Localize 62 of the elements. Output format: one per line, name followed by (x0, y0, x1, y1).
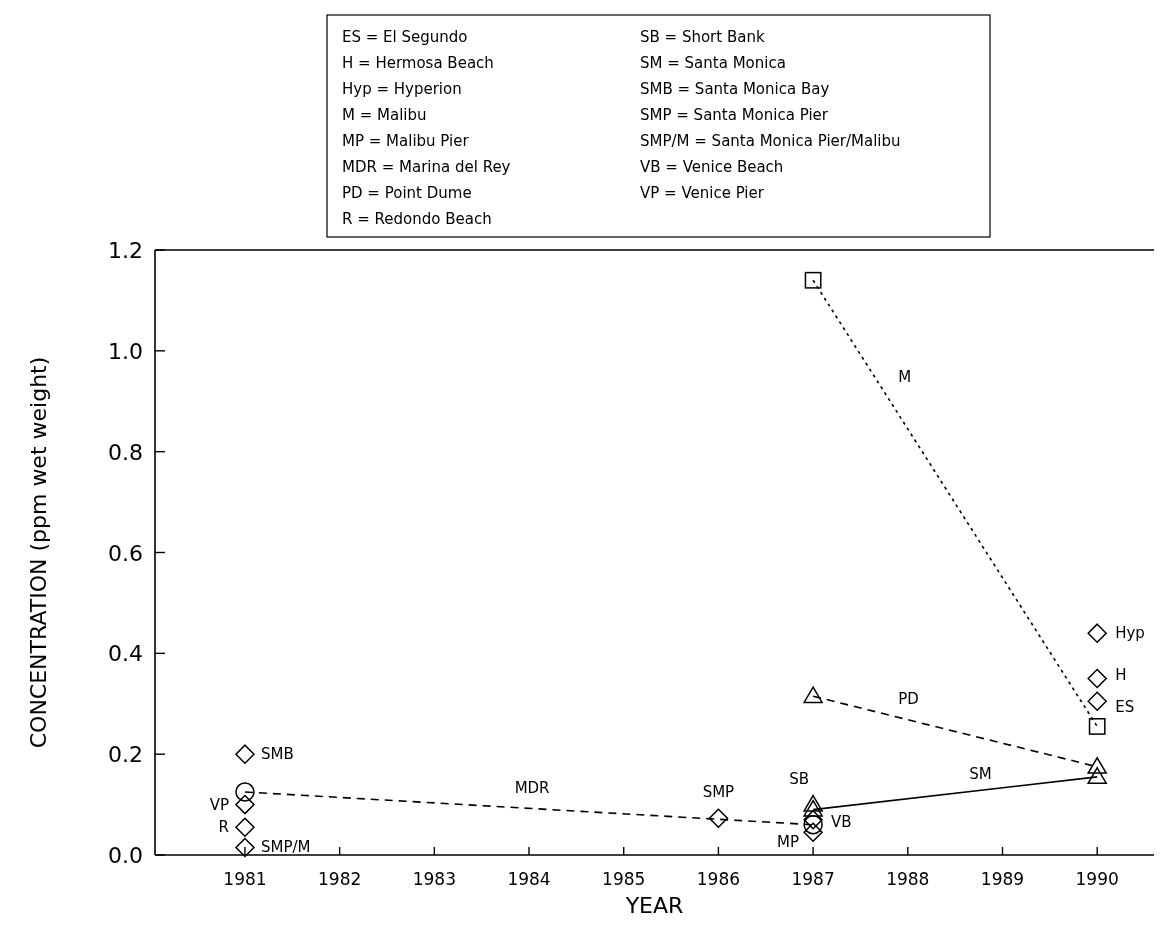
text: SMP/M = Santa Monica Pier/Malibu (640, 132, 901, 150)
series-label: M (898, 367, 912, 386)
series-label: MDR (514, 778, 550, 797)
y-tick-label: 0.6 (108, 540, 143, 566)
point (235, 837, 255, 858)
series-label: MP (777, 833, 800, 852)
text: VB = Venice Beach (640, 158, 784, 176)
point (1087, 668, 1107, 689)
text: SMB = Santa Monica Bay (640, 80, 830, 98)
point (235, 782, 255, 802)
series-label: PD (898, 689, 919, 708)
y-tick-label: 0.8 (108, 439, 143, 465)
series-label: H (1115, 665, 1127, 684)
point (803, 815, 823, 835)
text: Hyp = Hyperion (342, 80, 462, 98)
series-label: SM (969, 765, 992, 784)
point (235, 817, 255, 838)
x-tick-label: 1984 (507, 869, 551, 889)
y-tick-label: 0.0 (108, 843, 143, 868)
y-tick-label: 1.0 (108, 338, 143, 364)
series-label: R (218, 818, 229, 837)
text: SB = Short Bank (640, 28, 765, 46)
text: MDR = Marina del Rey (342, 158, 511, 176)
series-label: ES (1115, 698, 1135, 717)
x-tick-label: 1989 (980, 869, 1025, 889)
text: PD = Point Dume (342, 184, 472, 202)
x-tick-label: 1990 (1075, 869, 1119, 889)
x-tick-label: 1983 (412, 869, 456, 889)
text: ES = El Segundo (342, 28, 468, 46)
series-label: VP (209, 795, 229, 814)
point (1088, 718, 1106, 735)
text: R = Redondo Beach (342, 210, 492, 228)
y-tick-label: 0.4 (108, 641, 143, 667)
x-axis-title: YEAR (624, 893, 684, 918)
series-label: SMP (702, 783, 735, 802)
series-label: SMP/M (260, 838, 311, 857)
y-tick-label: 0.2 (108, 742, 143, 768)
point (803, 822, 823, 843)
text: MP = Malibu Pier (342, 132, 470, 150)
text: SM = Santa Monica (640, 54, 786, 72)
x-tick-label: 1985 (602, 869, 646, 889)
series-label: Hyp (1115, 624, 1145, 643)
point (1087, 691, 1107, 711)
text: H = Hermosa Beach (342, 54, 494, 72)
point (708, 808, 729, 828)
text: VP = Venice Pier (640, 184, 765, 202)
series-label: SB (789, 769, 810, 788)
series-label: SMB (260, 745, 294, 764)
x-tick-label: 1986 (696, 869, 741, 889)
series-label: VB (831, 812, 852, 831)
x-tick-label: 1982 (318, 869, 362, 889)
point (804, 271, 822, 289)
point (235, 794, 255, 815)
text: SMP = Santa Monica Pier (640, 106, 829, 124)
y-tick-label: 1.2 (108, 238, 143, 263)
x-tick-label: 1987 (791, 869, 835, 889)
text: M = Malibu (342, 106, 427, 124)
point (235, 744, 255, 764)
point (1087, 623, 1107, 643)
y-axis-title: CONCENTRATION (ppm wet weight) (26, 356, 51, 749)
x-tick-label: 1988 (886, 869, 930, 889)
x-tick-label: 1981 (223, 869, 267, 889)
